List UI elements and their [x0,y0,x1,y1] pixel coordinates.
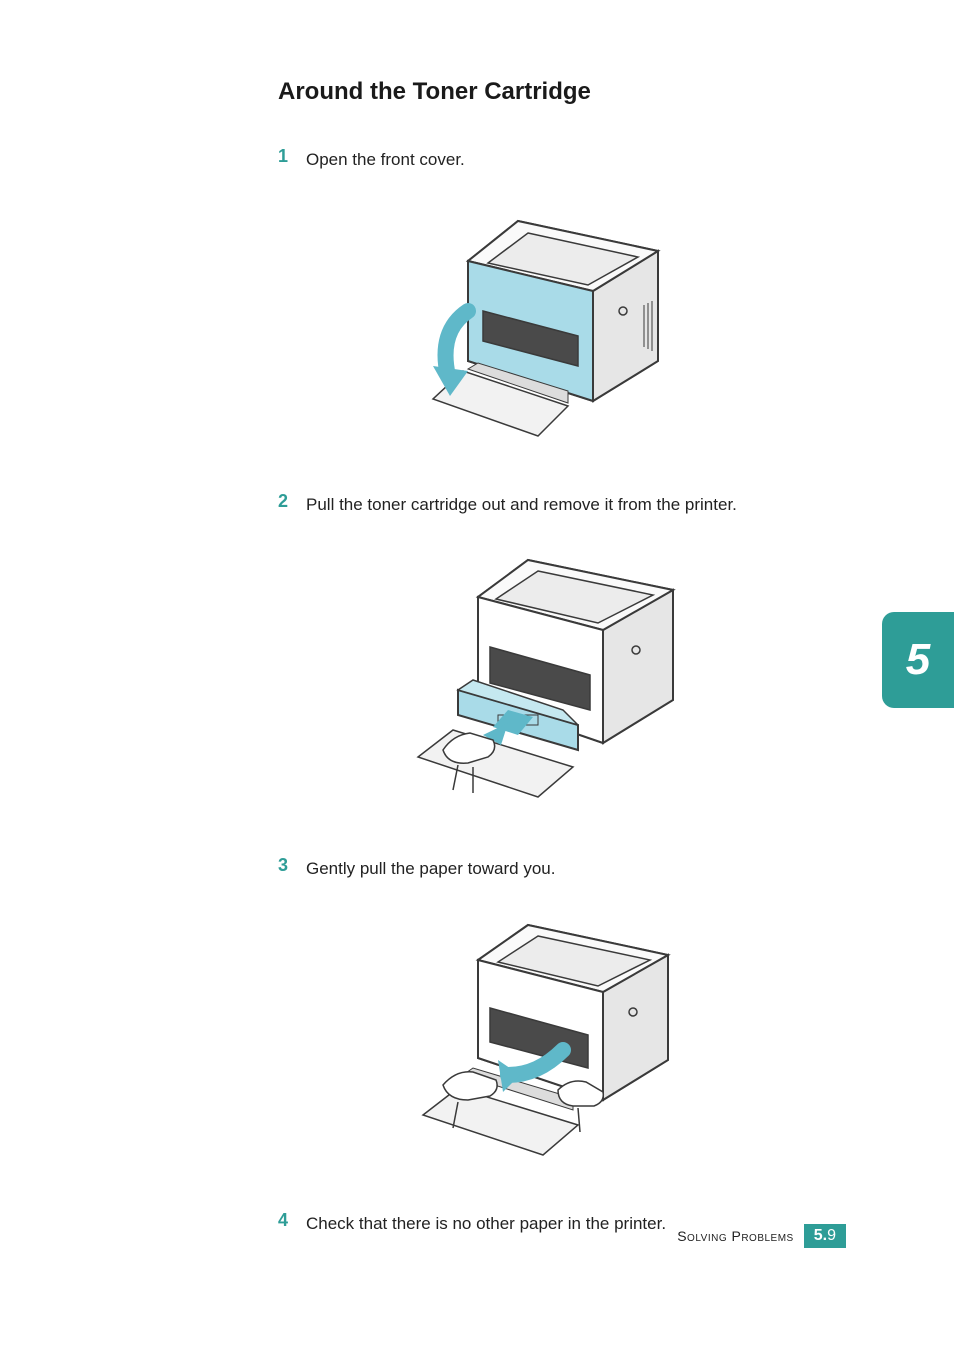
printer-icon [418,560,673,797]
illustration-2 [278,535,838,815]
step-number: 3 [278,855,306,876]
step-text: Gently pull the paper toward you. [306,855,555,882]
footer-badge: 5.9 [804,1224,846,1248]
illustration-1 [278,191,838,451]
page-footer: Solving Problems 5.9 [677,1224,846,1248]
step-3: 3 Gently pull the paper toward you. [278,855,838,882]
step-1: 1 Open the front cover. [278,146,838,173]
step-text: Open the front cover. [306,146,465,173]
step-number: 2 [278,491,306,512]
footer-chapter: 5 [814,1227,823,1244]
step-2: 2 Pull the toner cartridge out and remov… [278,491,838,518]
printer-icon [423,925,668,1155]
chapter-tab-number: 5 [906,635,930,685]
step-number: 4 [278,1210,306,1231]
footer-page: 9 [827,1227,836,1244]
step-text: Pull the toner cartridge out and remove … [306,491,737,518]
chapter-tab: 5 [882,612,954,708]
printer-icon [433,221,658,436]
illustration-3 [278,900,838,1170]
section-title: Around the Toner Cartridge [278,78,838,106]
footer-label: Solving Problems [677,1228,794,1244]
step-number: 1 [278,146,306,167]
step-text: Check that there is no other paper in th… [306,1210,666,1237]
